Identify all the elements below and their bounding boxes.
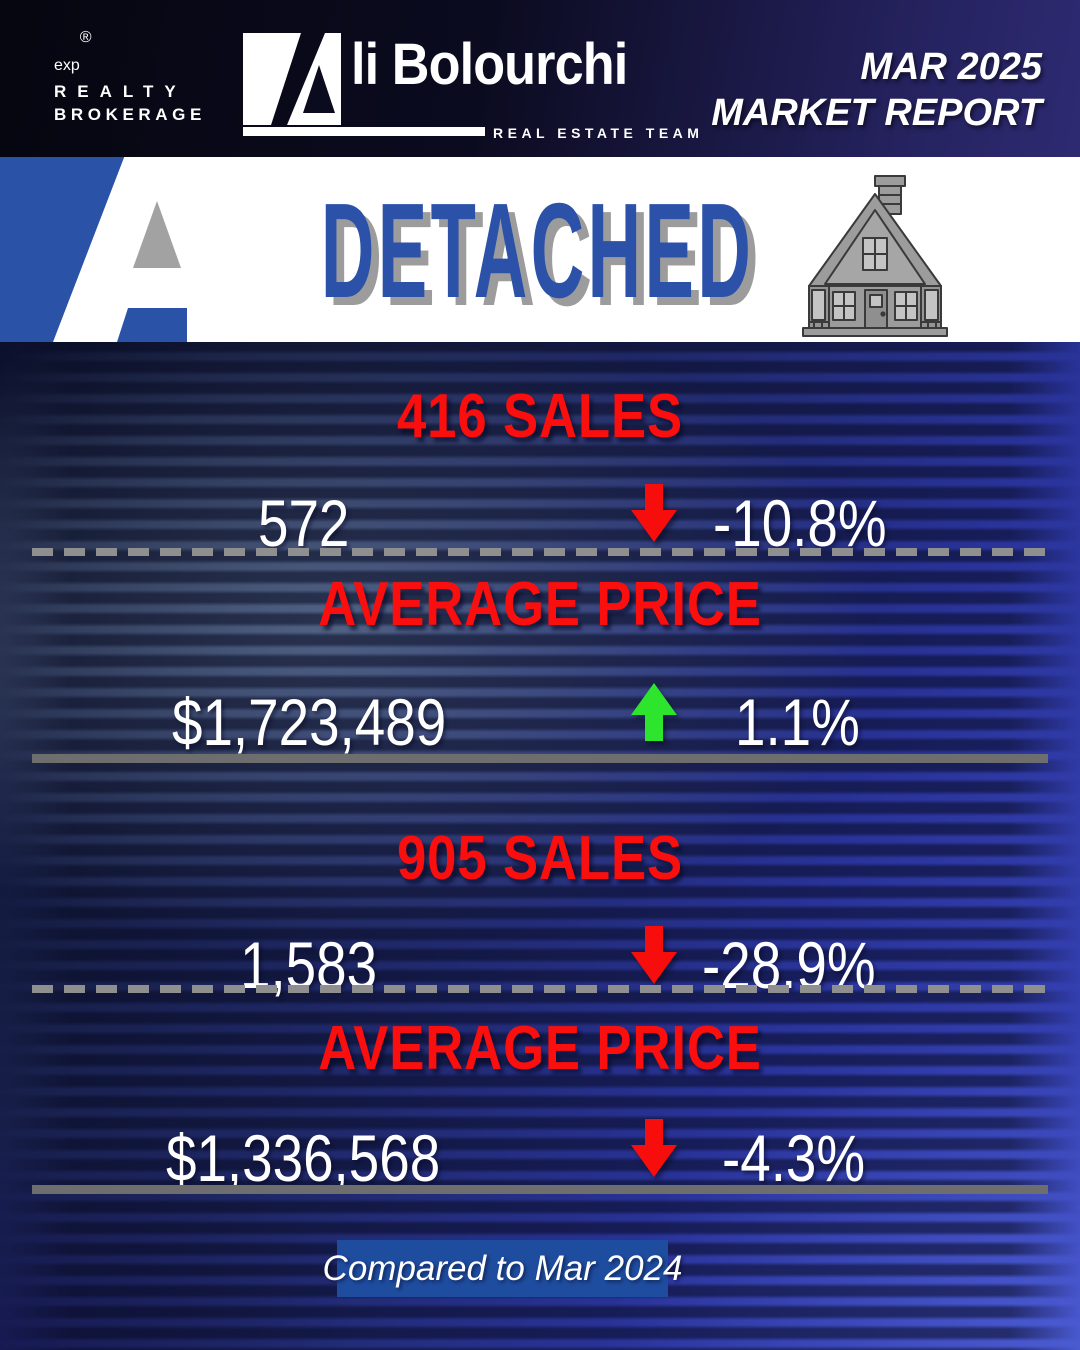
team-a-mark-icon: [243, 33, 341, 125]
exp-wordmark: exp ®: [54, 30, 206, 74]
property-type-title: DETACHED: [320, 175, 755, 326]
sales-change-pct: -10.8%: [713, 486, 887, 560]
exp-realty-label: REALTY: [54, 82, 187, 101]
report-month: MAR 2025: [860, 46, 1042, 88]
report-title: MAR 2025 MARKET REPORT: [711, 44, 1042, 136]
title-banner: DETACHED: [0, 157, 1080, 342]
down-arrow-icon: [631, 1119, 677, 1177]
average-price-value: $1,723,489: [172, 685, 447, 759]
average-price-heading: AVERAGE PRICE: [318, 1014, 762, 1083]
detached-house-icon: [802, 175, 948, 337]
previous-sales-value: 572: [258, 486, 350, 560]
stats-body: 416 SALES 572 -10.8% AVERAGE PRICE $1,72…: [0, 342, 1080, 1350]
team-name: li Bolourchi: [351, 32, 628, 97]
ali-bolourchi-logo: li Bolourchi REAL ESTATE TEAM: [243, 30, 699, 142]
exp-brokerage-label: BROKERAGE: [54, 105, 206, 124]
up-arrow-icon: [631, 683, 677, 741]
registered-trademark-icon: ®: [79, 29, 92, 46]
comparison-note-box: Compared to Mar 2024: [323, 1240, 682, 1297]
team-logo-underline: [243, 127, 485, 136]
background-stripes: [0, 342, 1080, 1350]
price-change-pct: -4.3%: [722, 1121, 866, 1195]
report-type: MARKET REPORT: [711, 92, 1042, 134]
solid-divider: [32, 754, 1048, 763]
brand-a-mark-icon: [0, 157, 187, 342]
down-arrow-icon: [631, 484, 677, 542]
down-arrow-icon: [631, 926, 677, 984]
comparison-note: Compared to Mar 2024: [322, 1248, 683, 1288]
exp-realty-logo: exp ® REALTY BROKERAGE: [54, 30, 206, 124]
price-change-pct: 1.1%: [735, 685, 860, 759]
sales-heading: 905 SALES: [397, 824, 683, 893]
exp-word: exp: [54, 57, 80, 74]
dashed-divider: [32, 548, 1048, 556]
average-price-value: $1,336,568: [166, 1121, 441, 1195]
dashed-divider: [32, 985, 1048, 993]
solid-divider: [32, 1185, 1048, 1194]
team-subtitle: REAL ESTATE TEAM: [493, 125, 704, 141]
header: exp ® REALTY BROKERAGE li Bolourchi REAL …: [0, 0, 1080, 157]
average-price-heading: AVERAGE PRICE: [318, 570, 762, 639]
sales-heading: 416 SALES: [397, 382, 683, 451]
